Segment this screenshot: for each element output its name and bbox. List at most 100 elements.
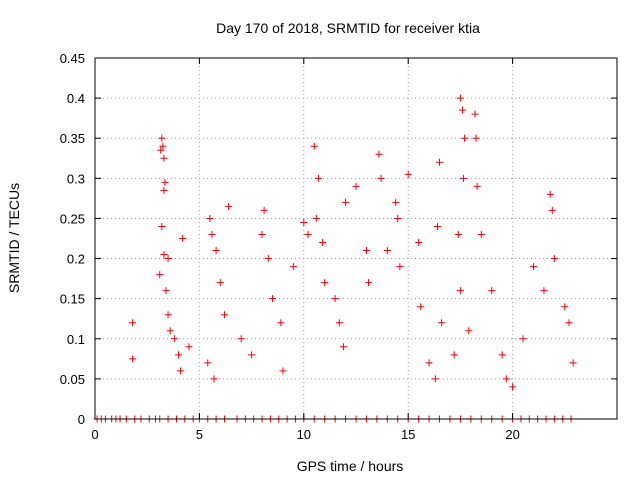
data-point xyxy=(472,134,480,142)
data-point xyxy=(179,235,187,242)
y-tick-label: 0.15 xyxy=(60,292,85,307)
data-point xyxy=(540,287,548,295)
data-point xyxy=(498,351,506,359)
data-point xyxy=(431,375,439,383)
data-point xyxy=(458,106,466,114)
data-point xyxy=(352,182,360,190)
data-point xyxy=(456,94,464,102)
data-point xyxy=(162,287,170,295)
data-point xyxy=(225,202,233,210)
data-point xyxy=(312,214,320,222)
y-tick-label: 0.3 xyxy=(67,171,85,186)
data-point xyxy=(170,335,178,343)
data-point xyxy=(425,359,433,367)
data-point xyxy=(454,230,462,238)
data-point xyxy=(264,255,272,263)
data-point xyxy=(339,343,347,351)
data-point xyxy=(157,146,165,154)
data-point xyxy=(185,343,193,351)
data-point xyxy=(160,154,168,162)
data-point xyxy=(396,263,404,271)
data-point xyxy=(258,230,266,238)
data-point xyxy=(164,255,172,263)
data-point xyxy=(529,263,537,271)
data-point xyxy=(177,367,185,375)
y-tick-label: 0.1 xyxy=(67,332,85,347)
x-tick-label: 10 xyxy=(297,427,311,442)
data-point xyxy=(335,319,343,327)
y-tick-label: 0.25 xyxy=(60,211,85,226)
data-point xyxy=(471,110,479,118)
data-point xyxy=(260,206,268,214)
data-point xyxy=(415,239,423,247)
y-tick-label: 0.45 xyxy=(60,51,85,66)
data-point xyxy=(365,279,373,287)
data-point xyxy=(519,335,527,343)
data-point xyxy=(210,375,218,383)
data-point xyxy=(509,383,517,391)
data-point xyxy=(417,303,425,311)
data-point xyxy=(321,279,329,287)
axis-ticks: 0 5 10 15 20 0 0.05 0.1 0.15 0.2 0.25 0.3 0.35 0.4 0.4… xyxy=(60,51,617,442)
x-axis-label: GPS time / hours xyxy=(297,458,404,474)
data-point xyxy=(277,319,285,327)
data-point xyxy=(158,134,166,142)
data-point xyxy=(477,230,485,238)
data-point xyxy=(377,174,385,182)
data-point xyxy=(362,247,370,255)
data-point xyxy=(375,150,383,158)
data-point xyxy=(461,134,469,142)
data-point xyxy=(237,335,245,343)
data-point xyxy=(314,174,322,182)
x-tick-label: 15 xyxy=(401,427,415,442)
data-point xyxy=(319,239,327,247)
data-point xyxy=(212,247,220,255)
data-point xyxy=(550,255,558,263)
data-point xyxy=(156,271,164,279)
plot-frame xyxy=(94,57,618,420)
data-point xyxy=(383,247,391,255)
data-point xyxy=(565,319,573,327)
data-point xyxy=(164,311,172,319)
data-point xyxy=(129,319,137,327)
chart-title: Day 170 of 2018, SRMTID for receiver kti… xyxy=(216,20,480,36)
data-point xyxy=(310,142,318,150)
data-point xyxy=(220,311,228,319)
data-point xyxy=(569,359,577,367)
data-point xyxy=(561,303,569,311)
data-point xyxy=(436,158,444,166)
data-point xyxy=(465,327,473,335)
y-tick-label: 0.35 xyxy=(60,131,85,146)
data-point xyxy=(404,170,412,178)
data-point xyxy=(460,174,468,182)
data-point xyxy=(548,206,556,214)
data-point xyxy=(438,319,446,327)
data-point xyxy=(279,367,287,375)
data-point xyxy=(392,198,400,206)
data-point xyxy=(331,295,339,303)
data-point xyxy=(175,351,183,359)
y-tick-label: 0.4 xyxy=(67,91,85,106)
data-point xyxy=(160,186,168,194)
data-point xyxy=(433,222,441,230)
data-point xyxy=(502,375,510,383)
data-point xyxy=(300,218,308,226)
data-point xyxy=(216,279,224,287)
data-point xyxy=(161,178,169,186)
data-point xyxy=(248,351,256,359)
data-point xyxy=(158,222,166,230)
data-point xyxy=(166,327,174,335)
x-tick-label: 0 xyxy=(91,427,98,442)
data-point xyxy=(159,142,167,150)
x-tick-label: 20 xyxy=(505,427,519,442)
data-point xyxy=(488,287,496,295)
data-point xyxy=(204,359,212,367)
data-point xyxy=(450,351,458,359)
data-point xyxy=(342,198,350,206)
grid-lines xyxy=(95,58,617,419)
data-point xyxy=(206,214,214,222)
data-point xyxy=(304,230,312,238)
x-tick-label: 5 xyxy=(196,427,203,442)
